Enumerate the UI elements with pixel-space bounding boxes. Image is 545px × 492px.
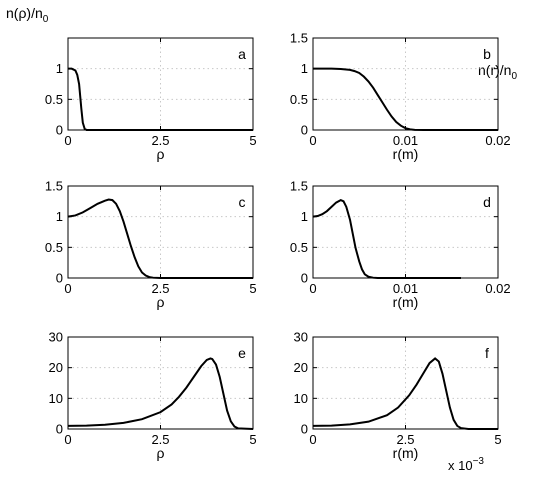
x-tick-label: 0: [64, 281, 71, 296]
density-curve: [312, 198, 461, 279]
panel-f: 0 2.5 5 0 10 20 30 r(m) f: [294, 330, 502, 462]
y-tick-label: 1: [301, 209, 308, 224]
y-tick-label: 0.5: [45, 240, 63, 255]
panel-c: 0 2.5 5 0 0.5 1 1.5 ρ c: [45, 179, 257, 311]
panel-letter: c: [239, 194, 246, 210]
panel-letter: b: [483, 46, 491, 62]
y-tick-label: 10: [294, 391, 308, 406]
y-tick-label: 20: [49, 360, 63, 375]
y-tick-label: 0: [301, 422, 308, 437]
y-tick-label: 30: [294, 330, 308, 345]
y-tick-label: 1: [301, 61, 308, 76]
x-tick-label: 5: [249, 133, 256, 148]
panel-e: 0 2.5 5 0 10 20 30 ρ e: [49, 330, 257, 462]
x-tick-label: 2.5: [151, 432, 169, 447]
density-curve: [67, 357, 254, 430]
x-tick-label: 2.5: [151, 133, 169, 148]
y-tick-label: 20: [294, 360, 308, 375]
x-tick-label: 0: [309, 432, 316, 447]
y-tick-label: 1.5: [45, 179, 63, 194]
x-tick-label: 5: [494, 432, 501, 447]
x-axis-multiplier: x 10−3: [448, 456, 484, 473]
right-column-ylabel: n(r)/n0: [478, 62, 517, 82]
x-tick-label: 0: [64, 133, 71, 148]
density-curve: [67, 198, 253, 279]
y-tick-label: 0: [56, 123, 63, 138]
panel-b: 0 0.01 0.02 0 0.5 1 1.5 r(m) b: [290, 31, 511, 163]
y-tick-label: 1.5: [290, 179, 308, 194]
x-tick-label: 0: [309, 281, 316, 296]
x-axis-label: r(m): [393, 146, 419, 162]
x-tick-label: 5: [249, 432, 256, 447]
panel-d: 0 0.01 0.02 0 0.5 1 1.5 r(m) d: [290, 179, 511, 311]
y-tick-label: 0: [56, 422, 63, 437]
panel-letter: a: [238, 46, 246, 62]
x-axis-label: ρ: [157, 445, 165, 461]
x-tick-label: 0: [64, 432, 71, 447]
y-tick-label: 1: [56, 61, 63, 76]
panel-letter: e: [238, 345, 246, 361]
y-tick-label: 0: [56, 271, 63, 286]
left-column-ylabel: n(ρ)/n0: [6, 5, 49, 25]
x-tick-label: 2.5: [151, 281, 169, 296]
x-tick-label: 0: [309, 133, 316, 148]
x-tick-label: 0.02: [485, 133, 510, 148]
x-axis-label: r(m): [393, 294, 419, 310]
x-axis-label: ρ: [157, 146, 165, 162]
y-tick-label: 10: [49, 391, 63, 406]
x-axis-label: r(m): [393, 445, 419, 461]
y-tick-label: 0.5: [290, 92, 308, 107]
y-tick-label: 30: [49, 330, 63, 345]
y-tick-label: 0: [301, 123, 308, 138]
y-tick-label: 0.5: [290, 240, 308, 255]
y-tick-label: 1.5: [290, 31, 308, 46]
panel-letter: d: [483, 194, 491, 210]
x-tick-label: 0.01: [393, 133, 418, 148]
panel-a: 0 2.5 5 0 0.5 1 ρ a: [45, 37, 257, 162]
y-tick-label: 0: [301, 271, 308, 286]
x-tick-label: 2.5: [396, 432, 414, 447]
x-tick-label: 0.01: [393, 281, 418, 296]
y-tick-label: 1: [56, 209, 63, 224]
x-axis-label: ρ: [157, 294, 165, 310]
panel-letter: f: [485, 345, 489, 361]
y-tick-label: 0.5: [45, 92, 63, 107]
density-curve: [312, 357, 498, 430]
x-tick-label: 5: [249, 281, 256, 296]
x-tick-label: 0.02: [485, 281, 510, 296]
